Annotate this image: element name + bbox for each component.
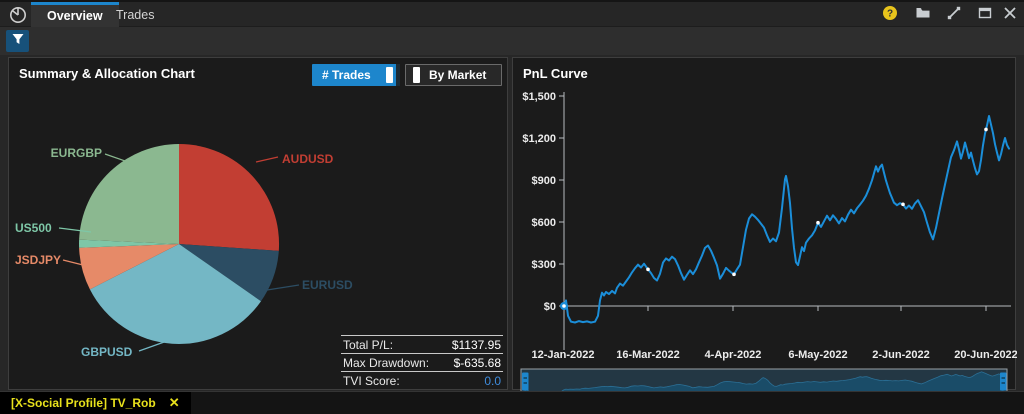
popout-icon[interactable] [946, 5, 962, 21]
allocation-pie-chart [58, 144, 300, 352]
tab-overview-label: Overview [47, 9, 103, 23]
toggle-knob [386, 67, 393, 83]
pnl-panel-title: PnL Curve [523, 66, 588, 81]
navigator-handle-right[interactable] [1000, 372, 1007, 391]
tab-overview[interactable]: Overview [31, 2, 119, 27]
tab-trades-label: Trades [116, 7, 155, 22]
pnl-curve-line [563, 115, 1010, 324]
toggle-endcap [396, 64, 400, 86]
allocation-panel: Summary & Allocation Chart # Trades By M… [8, 57, 508, 390]
toggle-num-trades-label: # Trades [322, 68, 371, 82]
titlebar-top-strip [0, 0, 1024, 2]
pie-slice-eurusd[interactable] [179, 244, 279, 302]
bottom-tab-close-icon[interactable]: ✕ [168, 395, 180, 410]
stat-value: $-635.68 [453, 355, 501, 370]
stat-row-total-pl: Total P/L: $1137.95 [341, 336, 503, 354]
title-bar: Overview Trades ? [0, 0, 1024, 27]
pie-chart-icon [8, 5, 28, 25]
svg-text:$900: $900 [532, 175, 556, 187]
svg-text:12-Jan-2022: 12-Jan-2022 [532, 349, 595, 361]
svg-text:6-May-2022: 6-May-2022 [788, 349, 847, 361]
summary-stats-table: Total P/L: $1137.95 Max Drawdown: $-635.… [341, 335, 503, 390]
stat-value: 0.0 [484, 374, 501, 388]
filter-icon [11, 32, 25, 51]
stat-label: TVI Score: [343, 374, 400, 388]
bottom-tab-x-social-profile[interactable]: [X-Social Profile] TV_Rob ✕ [0, 392, 191, 414]
pie-slice-audusd[interactable] [179, 144, 280, 251]
main-content: Summary & Allocation Chart # Trades By M… [0, 55, 1024, 391]
help-icon[interactable]: ? [882, 5, 898, 21]
allocation-toggle-group: # Trades By Market [312, 64, 502, 86]
allocation-panel-title: Summary & Allocation Chart [19, 66, 195, 81]
svg-text:2-Jun-2022: 2-Jun-2022 [872, 349, 929, 361]
folder-icon[interactable] [915, 5, 931, 21]
pnl-panel: PnL Curve $0 $300 $600 $900 $1,200 $1,500 12-J… [512, 57, 1017, 391]
svg-text:$1,500: $1,500 [522, 91, 556, 103]
tab-trades[interactable]: Trades [100, 2, 170, 27]
pie-label-gbpusd: GBPUSD [81, 345, 133, 359]
svg-text:20-Jun-2022: 20-Jun-2022 [954, 349, 1017, 361]
pie-slice-us500[interactable] [79, 239, 179, 248]
bottom-tab-label: [X-Social Profile] TV_Rob [11, 396, 156, 410]
svg-text:?: ? [887, 9, 893, 20]
pie-slice-gbpusd[interactable] [89, 244, 262, 344]
stat-row-max-drawdown: Max Drawdown: $-635.68 [341, 354, 503, 372]
svg-text:$600: $600 [532, 217, 556, 229]
toolbar [0, 27, 1024, 55]
pie-label-audusd: AUDUSD [282, 152, 334, 166]
pnl-range-navigator[interactable] [520, 368, 1008, 391]
pie-label-eurgbp: EURGBP [50, 146, 102, 160]
pie-label-eurusd: EURUSD [302, 278, 353, 292]
pie-label-us500: US500 [15, 221, 52, 235]
maximize-icon[interactable] [977, 5, 993, 21]
stat-label: Max Drawdown: [343, 355, 430, 370]
pie-slice-eurgbp[interactable] [79, 144, 179, 244]
pnl-line-chart: $0 $300 $600 $900 $1,200 $1,500 12-Jan-2022 16-… [520, 91, 1017, 391]
toggle-by-market-label: By Market [429, 68, 487, 82]
toggle-by-market[interactable]: By Market [405, 64, 502, 86]
toggle-num-trades[interactable]: # Trades [312, 64, 400, 86]
stat-row-tvi-score: TVI Score: 0.0 [341, 372, 503, 390]
svg-text:$0: $0 [544, 301, 556, 313]
bottom-tab-bar: [X-Social Profile] TV_Rob ✕ [0, 391, 1024, 414]
stat-value: $1137.95 [451, 337, 501, 352]
toggle-knob [413, 67, 420, 83]
pie-label-jsdjpy: JSDJPY [15, 253, 62, 267]
svg-text:$1,200: $1,200 [522, 133, 556, 145]
pie-slice-jsdjpy[interactable] [79, 244, 179, 290]
svg-text:$300: $300 [532, 259, 556, 271]
filter-button[interactable] [6, 30, 29, 52]
close-icon[interactable] [1002, 5, 1018, 21]
navigator-handle-left[interactable] [522, 372, 529, 391]
svg-text:4-Apr-2022: 4-Apr-2022 [705, 349, 762, 361]
svg-text:16-Mar-2022: 16-Mar-2022 [616, 349, 680, 361]
stat-label: Total P/L: [343, 337, 394, 352]
